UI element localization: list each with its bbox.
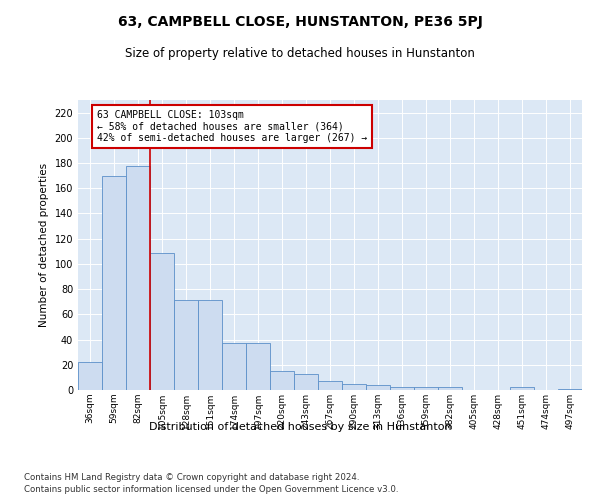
Bar — [102, 176, 126, 390]
Text: 63, CAMPBELL CLOSE, HUNSTANTON, PE36 5PJ: 63, CAMPBELL CLOSE, HUNSTANTON, PE36 5PJ — [118, 15, 482, 29]
Bar — [438, 388, 462, 390]
Bar — [78, 362, 102, 390]
Y-axis label: Number of detached properties: Number of detached properties — [39, 163, 49, 327]
Text: Distribution of detached houses by size in Hunstanton: Distribution of detached houses by size … — [149, 422, 451, 432]
Bar — [414, 388, 438, 390]
Bar — [294, 374, 318, 390]
Bar — [390, 388, 414, 390]
Bar — [246, 344, 270, 390]
Bar — [342, 384, 366, 390]
Text: Contains public sector information licensed under the Open Government Licence v3: Contains public sector information licen… — [24, 485, 398, 494]
Bar — [174, 300, 198, 390]
Bar — [366, 385, 390, 390]
Bar — [150, 252, 174, 390]
Text: Contains HM Land Registry data © Crown copyright and database right 2024.: Contains HM Land Registry data © Crown c… — [24, 472, 359, 482]
Text: 63 CAMPBELL CLOSE: 103sqm
← 58% of detached houses are smaller (364)
42% of semi: 63 CAMPBELL CLOSE: 103sqm ← 58% of detac… — [97, 110, 367, 144]
Bar — [222, 344, 246, 390]
Bar — [198, 300, 222, 390]
Bar — [558, 388, 582, 390]
Bar — [510, 388, 534, 390]
Bar — [270, 371, 294, 390]
Bar — [318, 381, 342, 390]
Bar — [126, 166, 150, 390]
Text: Size of property relative to detached houses in Hunstanton: Size of property relative to detached ho… — [125, 48, 475, 60]
